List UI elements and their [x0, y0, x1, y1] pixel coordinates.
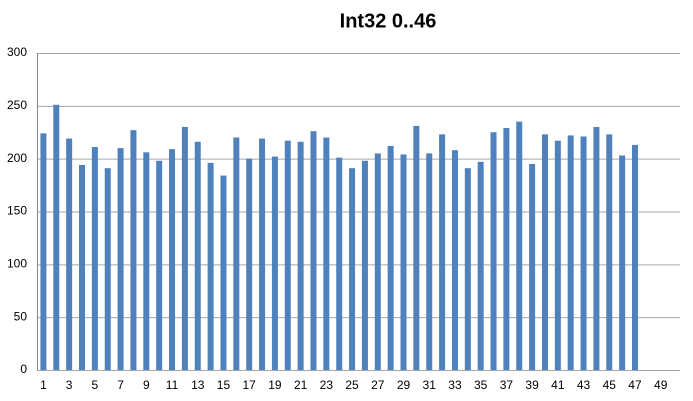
bar	[361, 160, 368, 370]
bar	[181, 126, 188, 370]
bar	[143, 152, 150, 370]
bar	[169, 149, 176, 370]
bar	[207, 162, 214, 370]
y-tick-label: 250	[7, 98, 27, 112]
bar	[631, 144, 638, 370]
bar	[104, 168, 111, 370]
bar	[567, 135, 574, 370]
bar	[464, 168, 471, 370]
bar	[541, 134, 548, 370]
bar	[66, 138, 73, 370]
bar	[413, 125, 420, 370]
bar	[593, 126, 600, 370]
x-tick-label: 15	[217, 378, 231, 392]
bar	[220, 175, 227, 370]
bar	[259, 138, 266, 370]
x-tick-label: 13	[191, 378, 205, 392]
y-tick-label: 50	[14, 309, 28, 323]
bar	[40, 133, 47, 370]
bar	[387, 145, 394, 370]
chart-title: Int32 0..46	[340, 10, 437, 32]
x-tick-label: 43	[577, 378, 591, 392]
x-tick-label: 45	[603, 378, 617, 392]
bar	[516, 121, 523, 370]
bar	[503, 128, 510, 370]
x-tick-label: 21	[294, 378, 308, 392]
bar	[156, 160, 163, 370]
bar	[91, 147, 98, 370]
y-tick-label: 0	[20, 362, 27, 376]
x-tick-label: 37	[500, 378, 514, 392]
x-tick-label: 7	[117, 378, 124, 392]
x-tick-label: 39	[525, 378, 539, 392]
y-tick-label: 200	[7, 151, 27, 165]
bar	[477, 161, 484, 370]
x-tick-label: 5	[92, 378, 99, 392]
x-tick-label: 11	[166, 378, 179, 392]
x-tick-label: 49	[654, 378, 668, 392]
bar	[233, 137, 240, 370]
bar	[284, 140, 291, 370]
bar	[580, 136, 587, 370]
x-tick-label: 27	[371, 378, 385, 392]
bar	[117, 148, 124, 370]
bar	[619, 155, 626, 370]
bar	[374, 153, 381, 370]
y-tick-label: 100	[7, 257, 27, 271]
x-tick-label: 9	[143, 378, 150, 392]
bar	[426, 153, 433, 370]
x-tick-label: 47	[628, 378, 642, 392]
bar	[451, 150, 458, 370]
bar	[400, 154, 407, 370]
x-tick-label: 29	[397, 378, 411, 392]
y-tick-label: 150	[7, 204, 27, 218]
x-tick-label: 35	[474, 378, 488, 392]
bar	[490, 132, 497, 370]
x-tick-label: 23	[320, 378, 334, 392]
bar	[336, 157, 343, 370]
y-tick-label: 300	[7, 45, 27, 59]
bar	[323, 137, 330, 370]
x-tick-label: 31	[423, 378, 437, 392]
bar	[246, 158, 253, 370]
bar	[271, 156, 278, 370]
bar	[554, 140, 561, 370]
bar	[79, 165, 86, 370]
x-tick-label: 19	[268, 378, 282, 392]
x-tick-label: 25	[345, 378, 359, 392]
bar	[606, 134, 613, 370]
bar	[349, 168, 356, 370]
x-tick-label: 41	[551, 378, 565, 392]
x-tick-label: 17	[243, 378, 257, 392]
x-tick-label: 3	[66, 378, 73, 392]
bar	[297, 141, 304, 370]
bar	[130, 130, 137, 370]
bar	[439, 134, 446, 370]
bar	[529, 163, 536, 370]
bar	[310, 131, 317, 370]
x-tick-label: 1	[40, 378, 47, 392]
bar	[53, 104, 60, 370]
x-tick-label: 33	[448, 378, 462, 392]
bar	[194, 141, 201, 370]
